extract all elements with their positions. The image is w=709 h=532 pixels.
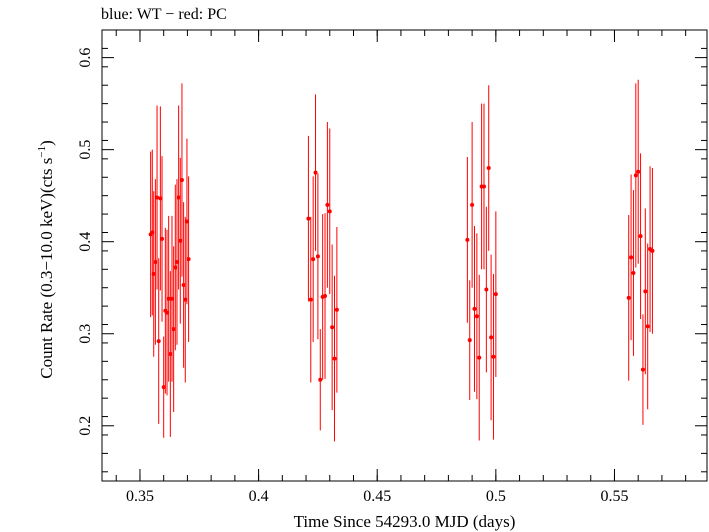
y-tick-label: 0.5 <box>77 140 94 160</box>
data-point <box>486 166 491 171</box>
data-point <box>313 170 318 175</box>
data-point <box>477 355 482 360</box>
x-tick-label: 0.4 <box>249 488 269 505</box>
data-point <box>168 351 173 356</box>
data-point <box>472 306 477 311</box>
y-tick-label: 0.6 <box>77 48 94 68</box>
y-tick-label: 0.2 <box>77 416 94 436</box>
y-axis-label-main: Count Rate (0.3−10.0 keV)(cts s <box>37 158 56 379</box>
data-point <box>153 259 158 264</box>
data-point <box>323 293 328 298</box>
data-point <box>640 367 645 372</box>
data-point <box>315 254 320 259</box>
data-point <box>481 184 486 189</box>
data-point <box>169 296 174 301</box>
data-point <box>638 234 643 239</box>
data-point <box>155 195 160 200</box>
data-point <box>308 297 313 302</box>
x-axis-label: Time Since 54293.0 MJD (days) <box>294 512 516 531</box>
data-point <box>186 257 191 262</box>
y-axis-label: Count Rate (0.3−10.0 keV)(cts s−1) <box>36 140 56 379</box>
data-point <box>325 202 330 207</box>
data-point <box>181 282 186 287</box>
x-tick-label: 0.55 <box>600 488 628 505</box>
x-tick-label: 0.45 <box>363 488 391 505</box>
y-axis-label-superscript: −1 <box>36 146 48 158</box>
data-point <box>470 202 475 207</box>
data-point <box>330 325 335 330</box>
data-point <box>174 259 179 264</box>
y-axis-label-tail: ) <box>37 140 56 146</box>
data-point <box>184 219 189 224</box>
y-tick-label: 0.3 <box>77 324 94 344</box>
data-point <box>645 324 650 329</box>
plot-frame <box>101 29 708 482</box>
data-point <box>474 314 479 319</box>
data-point <box>332 356 337 361</box>
data-point <box>318 377 323 382</box>
data-point <box>165 310 170 315</box>
data-point <box>467 338 472 343</box>
data-point <box>176 195 181 200</box>
data-point <box>629 255 634 260</box>
data-point <box>650 248 655 253</box>
data-points <box>148 79 655 442</box>
data-point <box>327 209 332 214</box>
data-point <box>633 173 638 178</box>
data-point <box>183 297 188 302</box>
data-point <box>158 196 163 201</box>
data-point <box>179 178 184 183</box>
y-tick-label: 0.4 <box>77 232 94 252</box>
data-point <box>166 296 171 301</box>
data-point <box>484 287 489 292</box>
data-point <box>626 295 631 300</box>
data-point <box>171 327 176 332</box>
x-tick-label: 0.35 <box>126 488 154 505</box>
axis-ticks: 0.35 0.4 0.45 0.5 0.55 0.2 0.3 0.4 0.5 0.6 <box>77 29 707 505</box>
chart-title: blue: WT − red: PC <box>101 6 227 23</box>
data-point <box>489 335 494 340</box>
data-point <box>306 216 311 221</box>
data-point <box>493 292 498 297</box>
data-point <box>156 339 161 344</box>
data-point <box>465 237 470 242</box>
data-point <box>631 270 636 275</box>
data-point <box>491 354 496 359</box>
data-point <box>643 289 648 294</box>
data-point <box>151 271 156 276</box>
x-tick-label: 0.5 <box>486 488 506 505</box>
data-point <box>178 238 183 243</box>
data-point <box>636 169 641 174</box>
data-point <box>173 265 178 270</box>
data-point <box>161 385 166 390</box>
data-point <box>160 236 165 241</box>
data-point <box>334 307 339 312</box>
data-point <box>311 257 316 262</box>
